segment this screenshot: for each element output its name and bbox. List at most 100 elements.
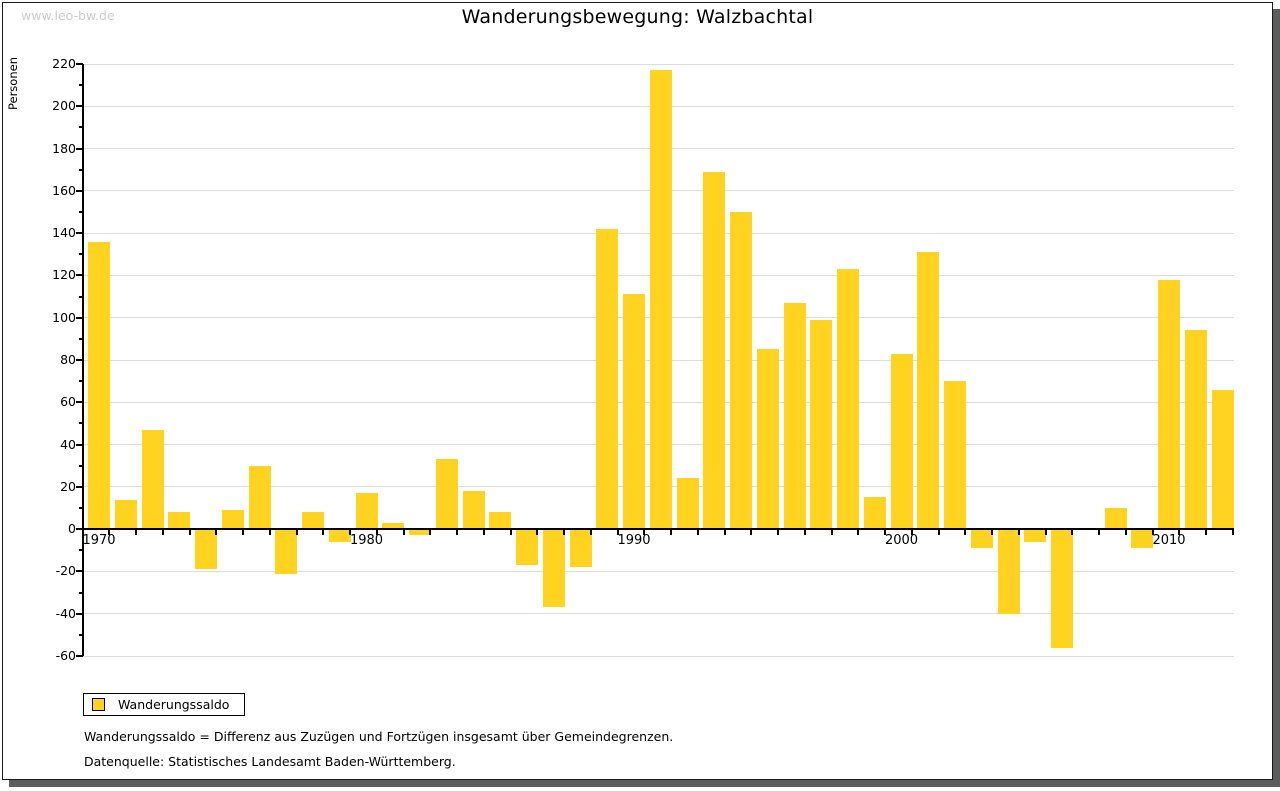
gridline-rightpad: [83, 655, 1234, 657]
footnote-datasource: Datenquelle: Statistisches Landesamt Bad…: [84, 754, 456, 769]
bar-chart-plot-area: -60 -40 -20 0 20 40 60 80 100 120 140 160 180 200 220 1…: [52, 56, 1234, 663]
y-axis-minor-tick: [79, 549, 83, 552]
x-axis-tick: [1205, 529, 1207, 536]
x-axis-decade-label: 1970: [82, 533, 116, 549]
x-axis-tick: [536, 529, 539, 536]
y-axis-tick-label: 140: [52, 225, 76, 241]
y-axis-line: [82, 64, 84, 656]
y-axis-tick-label: 40: [60, 436, 76, 452]
y-axis-minor-tick: [79, 591, 83, 594]
gridline-rightpad: [83, 63, 1234, 65]
bar-1989: [596, 228, 619, 530]
bar-2012: [1211, 389, 1234, 530]
x-axis-tick: [643, 529, 646, 536]
bar-1981: [382, 522, 405, 530]
x-axis-tick: [777, 529, 779, 536]
y-axis-major-tick: [76, 63, 83, 65]
bar-1977: [275, 529, 298, 574]
y-axis-major-tick: [76, 359, 83, 361]
x-axis-tick: [616, 529, 619, 536]
y-axis-major-tick: [76, 655, 83, 657]
x-axis-tick: [696, 529, 699, 536]
x-axis-tick: [991, 529, 993, 536]
x-axis-decade-label: 1980: [349, 533, 384, 549]
gridline-rightpad: [83, 570, 1234, 572]
watermark-url: www.leo-bw.de: [21, 8, 115, 23]
x-axis-tick: [482, 529, 485, 536]
y-axis-major-tick: [76, 189, 83, 192]
x-axis-tick: [295, 529, 298, 536]
bar-2011: [1184, 330, 1207, 530]
y-axis-minor-tick: [79, 337, 83, 340]
bar-2010: [1158, 279, 1180, 530]
x-axis-tick: [215, 529, 218, 536]
x-axis-tick: [589, 529, 592, 536]
bar-1972: [141, 429, 164, 530]
legend-label: Wanderungssaldo: [118, 697, 230, 712]
x-axis-tick: [563, 529, 565, 536]
x-axis-tick: [830, 529, 833, 536]
x-axis-tick: [375, 529, 378, 536]
y-axis-major-tick: [76, 105, 83, 108]
y-axis-title: Personen: [6, 57, 20, 111]
bar-2002: [944, 381, 966, 530]
bar-1976: [248, 465, 271, 530]
x-axis-tick: [108, 529, 111, 536]
y-axis-tick-label: 120: [52, 267, 76, 283]
bar-1982: [409, 529, 431, 536]
x-axis-tick: [188, 529, 191, 536]
x-axis-tick: [349, 529, 351, 536]
legend-swatch-icon: [92, 698, 105, 711]
x-axis-decade-label: 2010: [1152, 533, 1186, 549]
bar-1999: [863, 497, 886, 530]
x-axis-tick: [456, 529, 458, 536]
bar-1985: [489, 512, 512, 530]
y-axis-major-tick: [76, 612, 83, 615]
bar-1993: [703, 171, 726, 530]
x-axis-tick: [1231, 529, 1234, 536]
bar-1970: [88, 241, 110, 530]
bar-2006: [1051, 529, 1073, 648]
y-axis-minor-tick: [79, 380, 83, 383]
y-axis-minor-tick: [79, 84, 83, 87]
bar-1995: [756, 349, 779, 530]
y-axis-minor-tick: [79, 507, 83, 509]
x-axis-tick: [1071, 529, 1074, 536]
bar-1983: [435, 459, 458, 530]
page-title: Wanderungsbewegung: Walzbachtal: [461, 6, 814, 28]
x-axis-tick: [242, 529, 244, 536]
bar-1971: [114, 499, 137, 530]
y-axis-major-tick: [76, 232, 83, 235]
bar-1996: [783, 302, 806, 530]
bar-2003: [970, 529, 993, 549]
footnote-definition: Wanderungssaldo = Differenz aus Zuzügen …: [84, 729, 674, 744]
bar-1986: [516, 529, 538, 566]
x-axis-tick: [1151, 529, 1154, 536]
y-axis-minor-tick: [79, 211, 83, 213]
x-axis-tick: [803, 529, 806, 536]
y-axis-tick-label: 100: [52, 309, 76, 325]
x-axis-tick: [429, 529, 432, 536]
x-axis-tick: [1044, 529, 1047, 536]
y-axis-tick-label: 60: [60, 394, 76, 410]
bar-1984: [462, 491, 485, 530]
bar-1994: [730, 212, 752, 530]
x-axis-tick: [161, 529, 164, 536]
bar-1980: [355, 493, 378, 530]
x-axis-tick: [402, 529, 405, 536]
y-axis-tick-label: 200: [52, 98, 76, 114]
y-axis-major-tick: [76, 485, 83, 488]
x-axis-tick: [884, 529, 886, 536]
y-axis-tick-label: 220: [52, 56, 76, 71]
gridline-rightpad: [83, 613, 1234, 615]
x-axis-tick: [1017, 529, 1020, 536]
x-axis-tick: [750, 529, 753, 536]
bar-1991: [649, 70, 672, 530]
x-axis-tick: [135, 529, 137, 536]
x-axis-zero-line: [83, 528, 1234, 531]
y-axis-major-tick: [76, 443, 83, 446]
y-axis-tick-label: 0: [68, 521, 76, 537]
y-axis-tick-label: 20: [60, 478, 76, 494]
bar-1998: [837, 269, 859, 530]
x-axis-tick: [1098, 529, 1100, 536]
